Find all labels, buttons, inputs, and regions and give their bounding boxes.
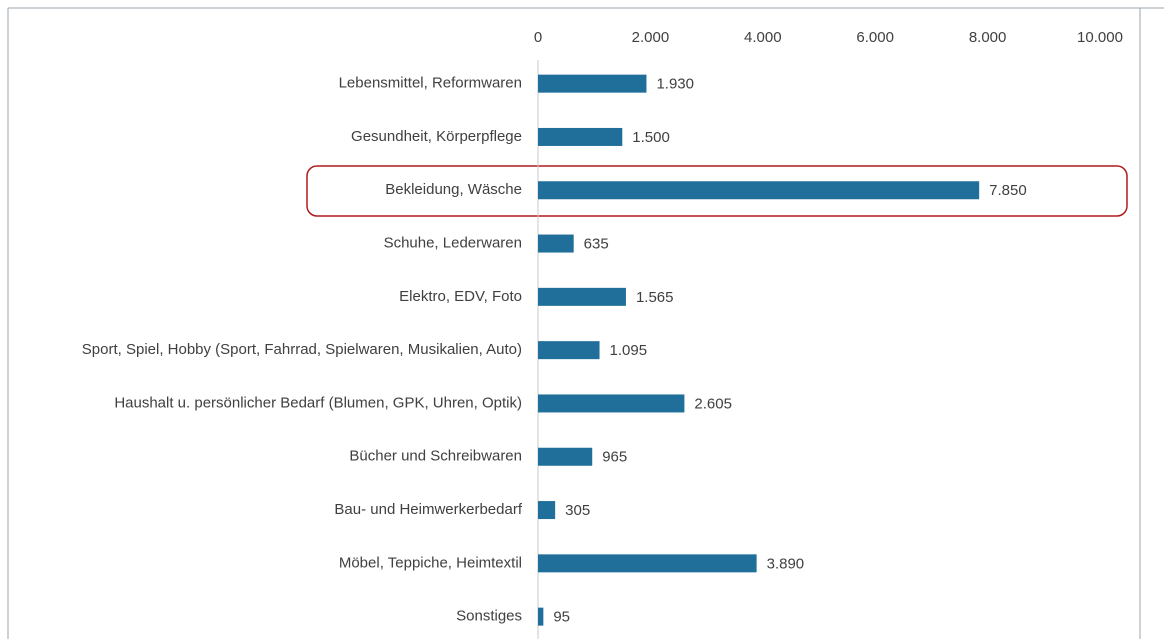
bar: [538, 554, 757, 573]
y-tick-label: Sport, Spiel, Hobby (Sport, Fahrrad, Spi…: [82, 341, 522, 358]
bar: [538, 74, 647, 93]
value-label: 3.890: [767, 555, 805, 572]
y-tick-label: Lebensmittel, Reformwaren: [339, 75, 522, 92]
bar: [538, 607, 544, 626]
value-label: 7.850: [989, 182, 1027, 199]
value-label: 1.565: [636, 289, 674, 306]
y-tick-label: Haushalt u. persönlicher Bedarf (Blumen,…: [114, 394, 522, 411]
bar: [538, 501, 556, 520]
bar: [538, 181, 980, 200]
y-tick-label: Gesundheit, Körperpflege: [351, 128, 522, 145]
value-label: 1.500: [632, 129, 670, 146]
value-label: 965: [602, 449, 627, 466]
y-tick-label: Schuhe, Lederwaren: [384, 235, 522, 252]
bar: [538, 394, 685, 413]
bar: [538, 234, 574, 253]
value-label: 2.605: [694, 395, 732, 412]
bar: [538, 341, 600, 360]
y-tick-label: Bau- und Heimwerkerbedarf: [334, 501, 522, 518]
x-tick-label: 4.000: [744, 29, 782, 46]
y-tick-label: Elektro, EDV, Foto: [399, 288, 522, 305]
value-label: 95: [553, 609, 570, 626]
bar: [538, 447, 593, 466]
value-label: 635: [584, 236, 609, 253]
value-label: 1.095: [610, 342, 648, 359]
x-tick-label: 0: [534, 29, 542, 46]
value-label: 1.930: [656, 76, 694, 93]
highlight-box: [306, 165, 1128, 217]
value-label: 305: [565, 502, 590, 519]
y-tick-label: Möbel, Teppiche, Heimtextil: [339, 554, 522, 571]
bar: [538, 287, 626, 306]
y-tick-label: Bücher und Schreibwaren: [349, 448, 522, 465]
x-tick-label: 8.000: [969, 29, 1007, 46]
x-tick-label: 6.000: [856, 29, 894, 46]
y-tick-label: Sonstiges: [456, 608, 522, 625]
x-tick-label: 2.000: [632, 29, 670, 46]
x-tick-label: 10.000: [1077, 29, 1123, 46]
bar: [538, 127, 623, 146]
y-tick-label: Bekleidung, Wäsche: [385, 181, 522, 198]
